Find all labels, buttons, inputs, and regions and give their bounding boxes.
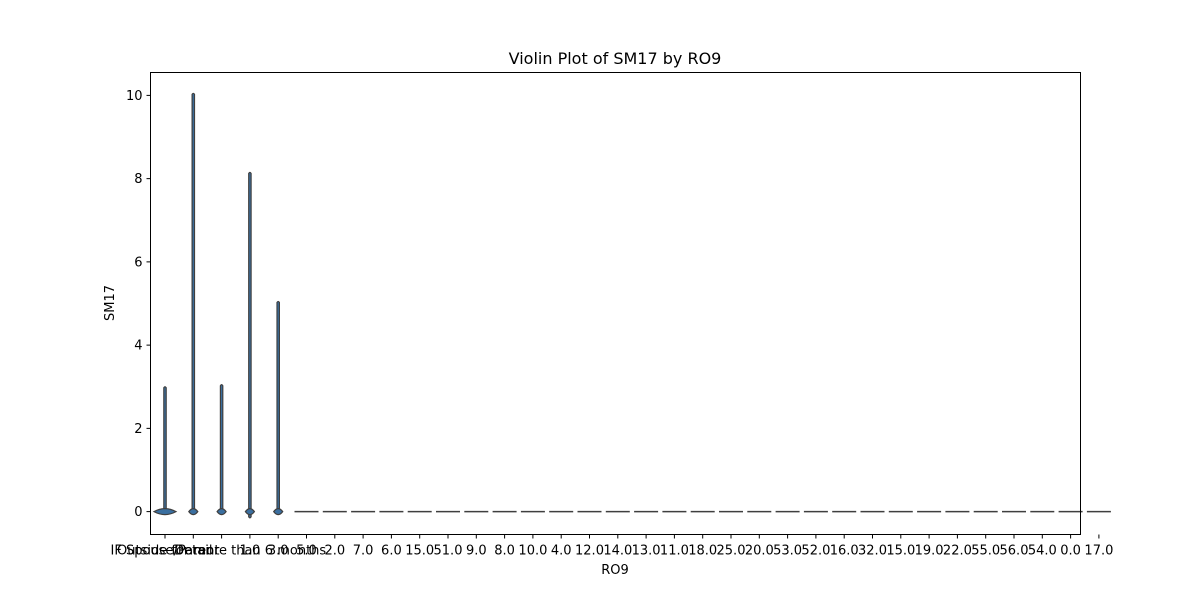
x-tick-label: 22.0: [943, 544, 972, 559]
x-tick-label: Outside for more than 6 months: [117, 544, 326, 559]
x-tick-label: 0.0: [1060, 544, 1081, 559]
x-tick-label: 16.0: [830, 544, 859, 559]
violin-body: [248, 171, 252, 519]
x-tick-label: 32.0: [858, 544, 887, 559]
x-tick-label: 7.0: [353, 544, 374, 559]
violin-density: [188, 508, 199, 516]
violin-body: [219, 384, 224, 513]
x-tick-label: 2.0: [324, 544, 345, 559]
x-tick-label: 56.0: [1000, 544, 1029, 559]
violin-density: [152, 508, 178, 516]
y-tick-label: 0: [134, 505, 142, 520]
violin-density: [216, 508, 227, 516]
x-tick-label: 25.0: [717, 544, 746, 559]
violin: [216, 384, 227, 516]
y-tick-label: 4: [134, 339, 142, 354]
plot-area: [152, 92, 1111, 519]
x-tick-label: 11.0: [660, 544, 689, 559]
x-tick-label: 53.0: [773, 544, 802, 559]
x-tick-label: 9.0: [466, 544, 487, 559]
x-tick-label: 51.0: [434, 544, 463, 559]
x-tick-label: 5.0: [296, 544, 317, 559]
violin-density: [272, 508, 284, 516]
x-tick-label: 19.0: [915, 544, 944, 559]
x-tick-label: 55.0: [971, 544, 1000, 559]
violin: [188, 92, 199, 516]
x-tick-label: 18.0: [688, 544, 717, 559]
y-tick-label: 8: [134, 172, 142, 187]
x-tick-label: 12.0: [575, 544, 604, 559]
x-tick-label: IF Spouse/Parent: [111, 544, 220, 559]
y-axis-label: SM17: [103, 285, 118, 321]
x-tick-label: 1.0: [240, 544, 261, 559]
violin: [244, 171, 256, 519]
y-tick-label: 10: [126, 89, 143, 104]
violin: [152, 386, 178, 516]
x-tick-label: 13.0: [632, 544, 661, 559]
x-tick-label: 10.0: [518, 544, 547, 559]
x-tick-label: 14.0: [603, 544, 632, 559]
y-tick-label: 6: [134, 255, 142, 270]
violin-body: [163, 386, 167, 513]
violin-body: [276, 300, 280, 513]
x-tick-label: 20.0: [745, 544, 774, 559]
x-tick-label: 4.0: [551, 544, 572, 559]
x-tick-label: 17.0: [1084, 544, 1113, 559]
y-tick-label: 2: [134, 422, 142, 437]
x-tick-label: 15.0: [405, 544, 434, 559]
x-tick-label: 54.0: [1028, 544, 1057, 559]
x-tick-label: Detail: [174, 544, 212, 559]
x-tick-label: 6.0: [381, 544, 402, 559]
violin-body: [191, 92, 196, 513]
x-tick-label: 15.0: [886, 544, 915, 559]
x-axis-label: RO9: [601, 563, 629, 578]
violin-density: [244, 508, 256, 516]
axes-frame: [150, 72, 1081, 535]
x-tick-label: 52.0: [801, 544, 830, 559]
violin: [272, 300, 284, 516]
x-tick-label: 8.0: [494, 544, 515, 559]
x-tick-label: 3.0: [268, 544, 289, 559]
chart-title: Violin Plot of SM17 by RO9: [509, 49, 722, 68]
